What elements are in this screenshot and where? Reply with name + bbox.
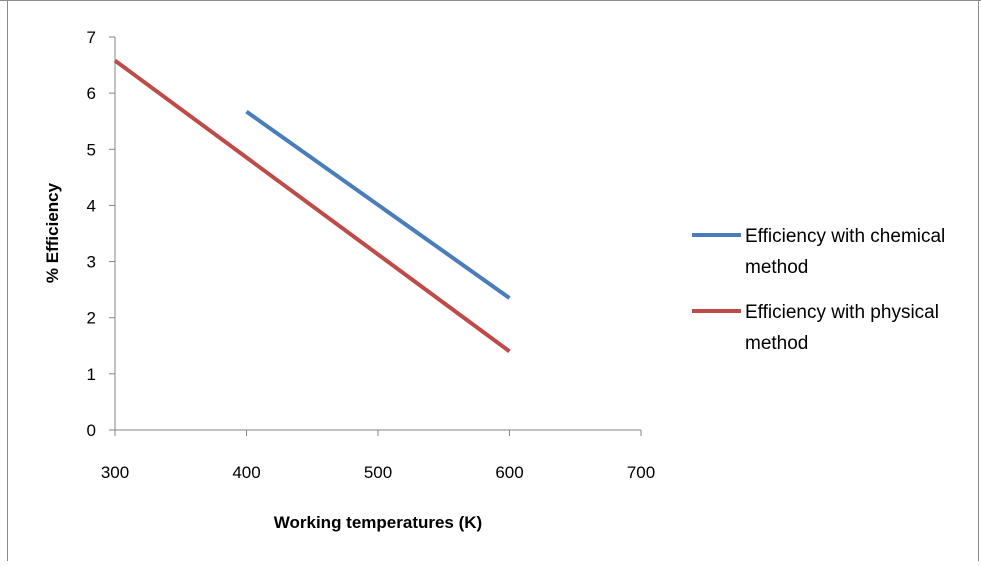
x-tick-label: 300 [101,463,129,482]
plot-area [113,58,511,354]
legend-label: Efficiency with chemical method [745,226,945,278]
x-tick-label: 700 [627,463,655,482]
y-axis-label: % Efficiency [43,182,62,283]
legend-item-1: Efficiency with chemical method [692,226,945,278]
y-tick-label: 2 [87,309,96,328]
series-line-2 [113,58,511,354]
y-tick-label: 1 [87,365,96,384]
y-tick-label: 0 [87,421,96,440]
x-tick-label: 600 [495,463,523,482]
y-tick-label: 5 [87,140,96,159]
x-axis-label: Working temperatures (K) [274,513,482,532]
series-line-1 [245,110,511,300]
y-tick-label: 4 [87,196,96,215]
x-axis-ticks: 300 400 500 600 700 [101,430,655,482]
x-tick-label: 500 [364,463,392,482]
y-tick-label: 7 [87,28,96,47]
legend-label: Efficiency with physical method [745,302,939,354]
y-axis-ticks: 0 1 2 3 4 5 6 7 [87,28,115,440]
legend-item-2: Efficiency with physical method [692,302,939,354]
legend: Efficiency with chemical method Efficiency… [692,226,945,354]
x-tick-label: 400 [232,463,260,482]
y-tick-label: 3 [87,253,96,272]
y-tick-label: 6 [87,84,96,103]
